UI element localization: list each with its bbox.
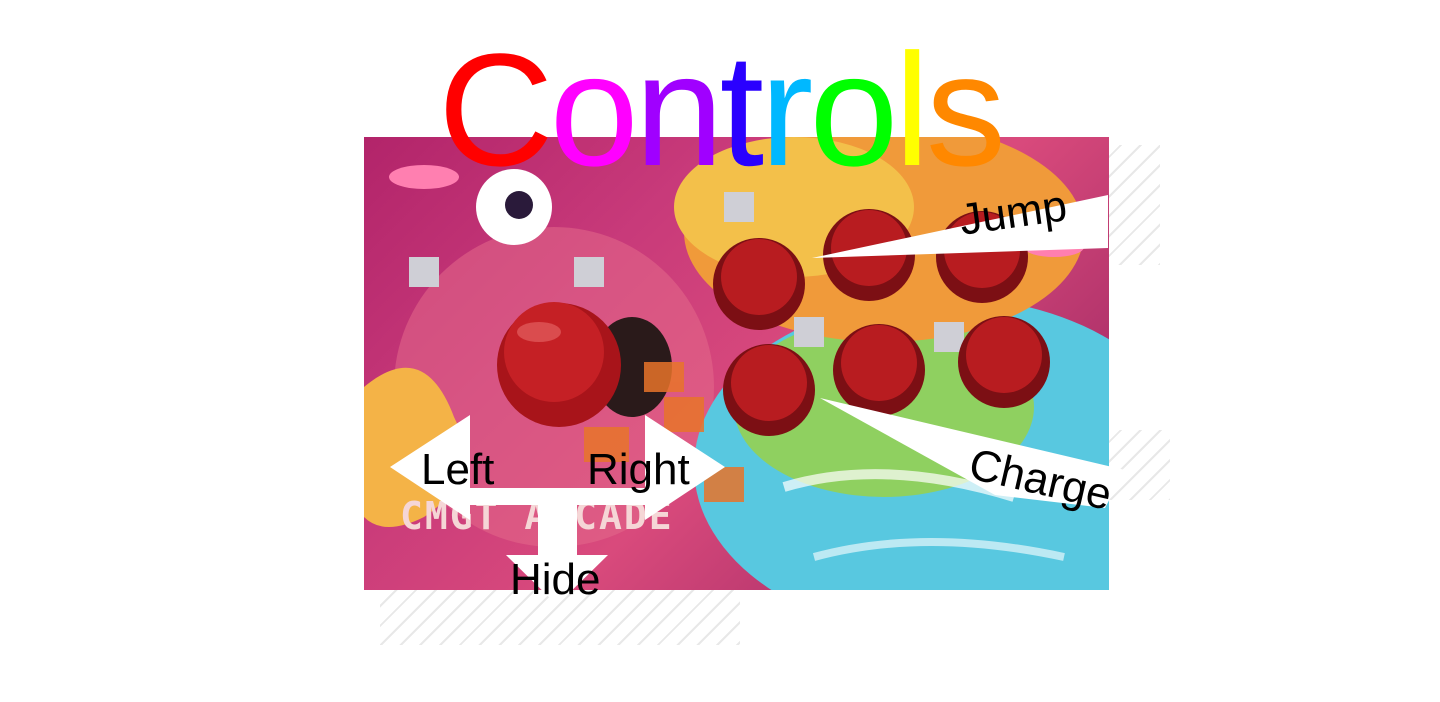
title-letter: C bbox=[438, 20, 554, 199]
title-letter: l bbox=[894, 20, 929, 199]
down-arrow-icon bbox=[506, 488, 608, 605]
title-letter: s bbox=[925, 20, 1006, 199]
title-letter: n bbox=[634, 20, 724, 199]
left-label: Left bbox=[421, 445, 495, 494]
title-letter: o bbox=[549, 20, 639, 199]
left-arrow-icon bbox=[390, 415, 540, 520]
right-label: Right bbox=[587, 445, 690, 494]
right-arrow-icon bbox=[575, 415, 725, 520]
title-letter: t bbox=[719, 20, 764, 199]
title-letter: r bbox=[760, 20, 813, 199]
title-letter: o bbox=[809, 20, 898, 199]
hide-label: Hide bbox=[510, 555, 601, 604]
arcade-panel-image: CMGT ARCADE bbox=[364, 137, 1109, 590]
charge-pointer-icon bbox=[820, 398, 1125, 508]
controls-title: Controls bbox=[0, 30, 1440, 190]
jump-pointer-icon bbox=[812, 195, 1108, 258]
